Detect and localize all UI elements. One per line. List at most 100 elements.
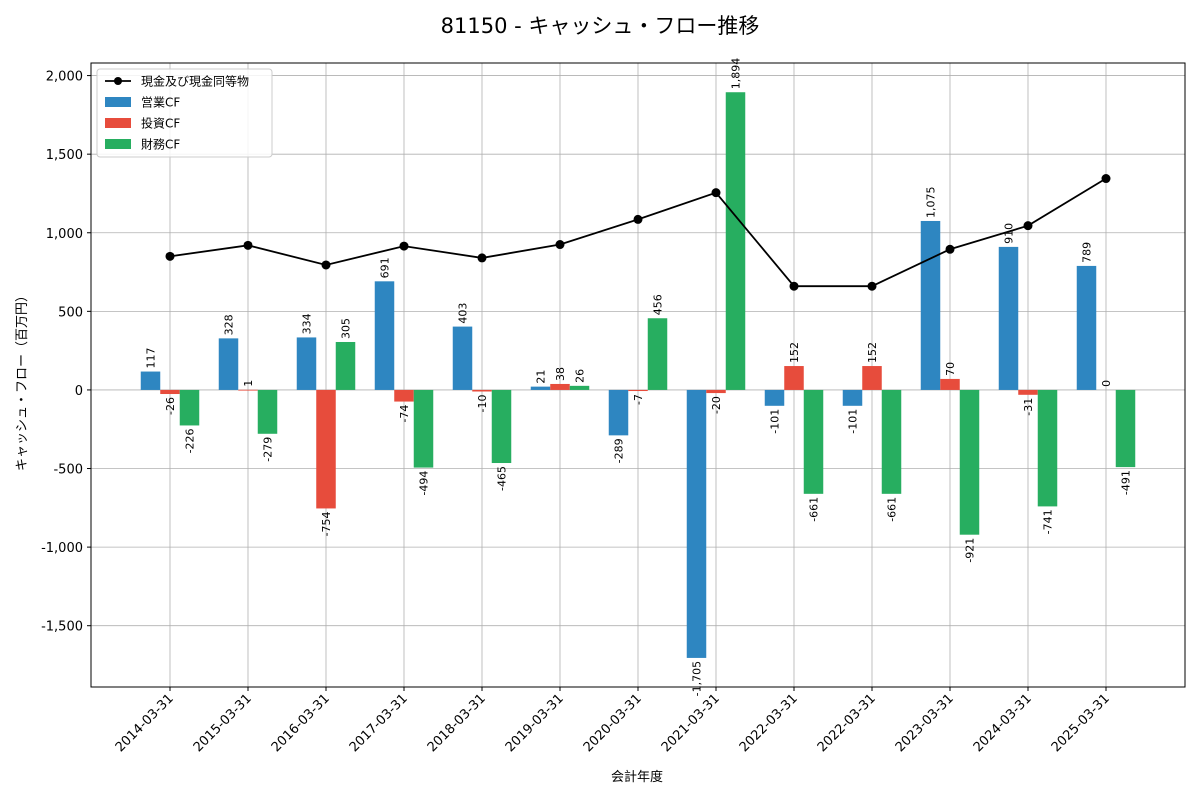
bar-value-label: 21 — [535, 370, 548, 384]
y-tick-label: -1,000 — [41, 541, 83, 556]
bar-0-12[interactable] — [1076, 265, 1097, 390]
bar-0-5[interactable] — [530, 386, 551, 390]
bar-value-label: -754 — [320, 511, 333, 536]
bar-2-12[interactable] — [1115, 389, 1136, 468]
bar-2-0[interactable] — [179, 389, 200, 426]
x-tick-label: 2022-03-31 — [737, 691, 801, 755]
cash-line-point[interactable] — [1023, 221, 1033, 231]
bar-value-label: 456 — [652, 294, 665, 315]
cash-line-point[interactable] — [711, 188, 721, 198]
bar-1-2[interactable] — [316, 389, 336, 509]
bar-2-1[interactable] — [257, 389, 278, 434]
cash-line-point[interactable] — [633, 214, 643, 224]
bar-value-label: 117 — [145, 348, 158, 369]
cash-line-point[interactable] — [243, 240, 253, 250]
x-tick-label: 2015-03-31 — [191, 691, 255, 755]
y-tick-label: 1,000 — [46, 227, 83, 242]
cash-line-point[interactable] — [399, 241, 409, 251]
bar-value-label: -74 — [398, 405, 411, 423]
bar-0-3[interactable] — [374, 281, 395, 390]
cash-line-point[interactable] — [321, 260, 331, 270]
bar-value-label: -26 — [164, 397, 177, 415]
bar-0-1[interactable] — [218, 338, 239, 390]
bar-value-label: -20 — [710, 396, 723, 414]
bar-value-label: -661 — [886, 497, 899, 522]
bar-value-label: 1 — [242, 380, 255, 387]
bar-1-0[interactable] — [160, 389, 180, 395]
bar-2-7[interactable] — [725, 92, 746, 390]
bar-value-label: -494 — [418, 471, 431, 496]
legend-item-label: 営業CF — [141, 96, 180, 110]
bar-2-10[interactable] — [959, 389, 980, 535]
x-tick-label: 2016-03-31 — [269, 691, 333, 755]
bar-2-8[interactable] — [803, 389, 824, 494]
bar-value-label: -741 — [1042, 509, 1055, 534]
bar-0-4[interactable] — [452, 326, 473, 390]
cash-line-point[interactable] — [945, 244, 955, 254]
bar-value-label: 1,894 — [730, 58, 743, 90]
bar-value-label: 910 — [1003, 223, 1016, 244]
bar-value-label: -1,705 — [691, 661, 704, 696]
bar-0-6[interactable] — [608, 389, 629, 436]
bar-1-6[interactable] — [628, 389, 648, 392]
chart-title: 81150 - キャッシュ・フロー推移 — [441, 14, 760, 38]
bar-value-label: -661 — [808, 497, 821, 522]
x-tick-label: 2018-03-31 — [425, 691, 489, 755]
bar-1-4[interactable] — [472, 389, 492, 392]
legend-marker — [114, 77, 122, 85]
cash-line-point[interactable] — [789, 281, 799, 291]
bar-value-label: -226 — [184, 428, 197, 453]
cash-line-point[interactable] — [477, 253, 487, 263]
bar-2-4[interactable] — [491, 389, 512, 464]
y-tick-label: 2,000 — [46, 70, 83, 85]
bar-value-label: -289 — [613, 438, 626, 463]
bar-value-label: -7 — [632, 394, 645, 405]
x-tick-label: 2019-03-31 — [503, 691, 567, 755]
bar-value-label: 26 — [574, 369, 587, 383]
bar-2-5[interactable] — [569, 385, 590, 390]
bar-value-label: 38 — [554, 367, 567, 381]
x-tick-label: 2017-03-31 — [347, 691, 411, 755]
cash-line-point[interactable] — [867, 281, 877, 291]
bar-value-label: -10 — [476, 395, 489, 413]
bar-0-11[interactable] — [998, 246, 1019, 390]
bar-1-11[interactable] — [1018, 389, 1038, 395]
bar-value-label: -31 — [1022, 398, 1035, 416]
bar-0-0[interactable] — [140, 371, 161, 390]
legend-swatch — [105, 97, 131, 107]
bar-1-3[interactable] — [394, 389, 414, 402]
bar-value-label: -491 — [1120, 470, 1133, 495]
bar-value-label: -101 — [847, 409, 860, 434]
bar-2-9[interactable] — [881, 389, 902, 494]
bar-0-2[interactable] — [296, 337, 317, 390]
cash-line-point[interactable] — [165, 251, 175, 261]
bar-0-8[interactable] — [764, 389, 785, 406]
bar-0-9[interactable] — [842, 389, 863, 406]
x-axis-label: 会計年度 — [611, 769, 663, 785]
y-tick-label: -500 — [53, 463, 83, 478]
x-tick-label: 2021-03-31 — [659, 691, 723, 755]
y-axis-ticks: -1,500 -1,000 -500 0 500 1,000 1,500 2,000 — [41, 70, 91, 635]
bar-2-6[interactable] — [647, 318, 668, 390]
x-axis-ticks: 2014-03-31 2015-03-31 2016-03-31 2017-03-31… — [113, 687, 1113, 755]
bar-1-5[interactable] — [550, 383, 570, 390]
bar-1-7[interactable] — [706, 389, 726, 394]
bar-2-2[interactable] — [335, 341, 356, 390]
bar-1-9[interactable] — [862, 366, 882, 390]
cash-line-point[interactable] — [1101, 174, 1111, 184]
legend-box — [96, 68, 273, 158]
bar-1-1[interactable] — [238, 389, 258, 391]
x-tick-label: 2020-03-31 — [581, 691, 645, 755]
bar-value-label: 334 — [301, 313, 314, 334]
bar-2-11[interactable] — [1037, 389, 1058, 507]
cash-line-point[interactable] — [555, 240, 565, 250]
bar-2-3[interactable] — [413, 389, 434, 468]
bar-1-8[interactable] — [784, 366, 804, 390]
bar-0-7[interactable] — [686, 389, 707, 658]
legend-swatch — [105, 139, 131, 149]
bar-1-10[interactable] — [940, 378, 960, 390]
bar-value-label: 691 — [379, 257, 392, 278]
bar-0-10[interactable] — [920, 220, 941, 390]
